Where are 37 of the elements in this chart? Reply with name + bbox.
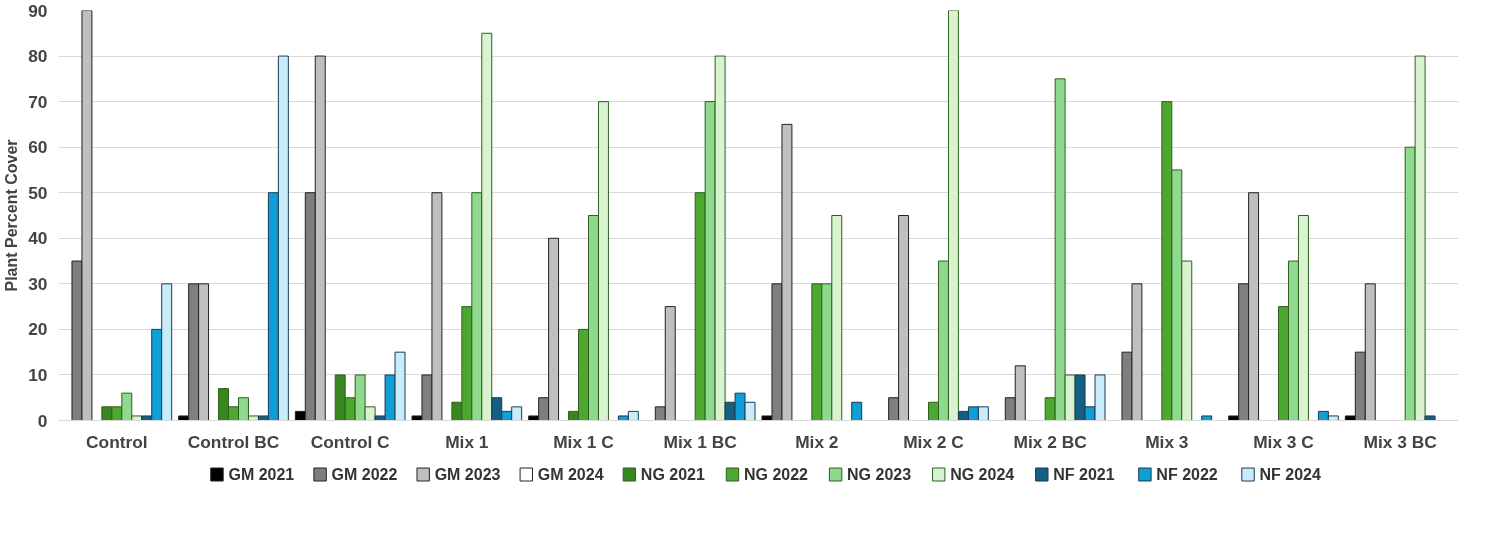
x-tick-label: Control BC (187, 431, 280, 452)
x-tick-label: Mix 2 C (903, 431, 965, 452)
x-tick-label: Mix 2 BC (1013, 431, 1088, 452)
legend-label: GM 2021 (228, 466, 295, 483)
x-tick-label: Mix 1 C (553, 431, 615, 452)
x-tick-label: Control (86, 431, 148, 452)
legend-label: NG 2024 (950, 466, 1015, 483)
x-tick-label: Mix 1 (445, 431, 489, 452)
x-tick-label: Mix 1 BC (663, 431, 738, 452)
y-tick-label: 30 (28, 273, 48, 294)
x-tick-label: Control C (310, 431, 391, 452)
legend-label: GM 2023 (434, 466, 501, 483)
bar (1424, 415, 1436, 421)
legend-label: NG 2022 (743, 466, 809, 483)
y-axis-title: Plant Percent Cover (3, 139, 21, 292)
legend-label: GM 2024 (537, 466, 604, 483)
y-tick-label: 10 (28, 364, 48, 385)
y-tick-label: 70 (28, 91, 48, 112)
y-tick-label: 80 (28, 46, 48, 67)
y-tick-label: 40 (28, 228, 48, 249)
bar (851, 401, 863, 421)
bar (1201, 415, 1213, 421)
x-tick-label: Mix 3 (1145, 431, 1189, 452)
legend-label: NG 2023 (847, 466, 912, 483)
y-tick-label: 20 (28, 319, 48, 340)
legend-label: NF 2022 (1156, 466, 1218, 483)
legend-label: NF 2024 (1259, 466, 1321, 483)
x-tick-label: Mix 3 BC (1363, 431, 1438, 452)
y-tick-label: 90 (28, 0, 48, 21)
y-tick-label: 50 (28, 182, 48, 203)
x-tick-label: Mix 2 (795, 431, 839, 452)
legend-label: GM 2022 (331, 466, 398, 483)
legend-label: NF 2021 (1053, 466, 1115, 483)
y-tick-label: 0 (37, 410, 48, 431)
y-tick-label: 60 (28, 137, 48, 158)
x-tick-label: Mix 3 C (1253, 431, 1315, 452)
legend-label: NG 2021 (640, 466, 705, 483)
